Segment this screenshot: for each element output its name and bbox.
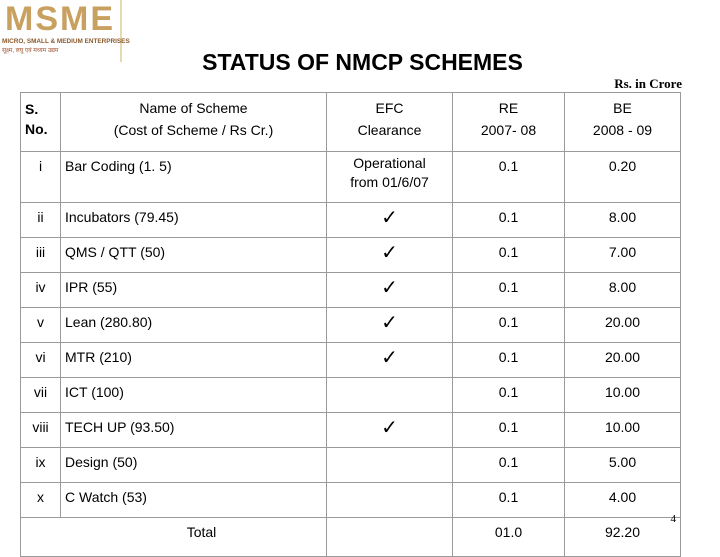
header-sno: S. No. <box>20 92 61 152</box>
check-icon: ✓ <box>326 307 453 343</box>
cell-sno: ii <box>20 202 61 238</box>
cell-sno: vi <box>20 342 61 378</box>
check-icon: ✓ <box>326 272 453 308</box>
header-efc-line2: Clearance <box>357 122 422 138</box>
cell-re: 0.1 <box>452 307 565 343</box>
cell-be: 10.00 <box>564 412 681 448</box>
check-icon: ✓ <box>326 202 453 238</box>
table-row: ix Design (50) 0.1 5.00 <box>20 447 681 483</box>
cell-be: 5.00 <box>564 447 681 483</box>
cell-name: Incubators (79.45) <box>60 202 327 238</box>
cell-re: 0.1 <box>452 377 565 413</box>
header-name: Name of Scheme (Cost of Scheme / Rs Cr.) <box>60 92 327 152</box>
table-row: i Bar Coding (1. 5) Operational from 01/… <box>20 151 681 203</box>
cell-name: ICT (100) <box>60 377 327 413</box>
header-name-line2: (Cost of Scheme / Rs Cr.) <box>113 122 274 138</box>
cell-be: 20.00 <box>564 307 681 343</box>
total-be: 92.20 <box>564 517 681 557</box>
cell-sno: i <box>20 151 61 203</box>
cell-efc-line1: Operational <box>353 155 426 171</box>
logo-subtitle: MICRO, SMALL & MEDIUM ENTERPRISES <box>2 38 130 45</box>
page-title: STATUS OF NMCP SCHEMES <box>202 49 523 75</box>
cell-be: 10.00 <box>564 377 681 413</box>
cell-re: 0.1 <box>452 412 565 448</box>
header-efc: EFC Clearance <box>326 92 453 152</box>
cell-name: MTR (210) <box>60 342 327 378</box>
table-row: v Lean (280.80) ✓ 0.1 20.00 <box>20 307 681 343</box>
cell-re: 0.1 <box>452 272 565 308</box>
cell-efc <box>326 482 453 518</box>
cell-re: 0.1 <box>452 482 565 518</box>
header-sno-line1: S. <box>25 101 39 117</box>
check-icon: ✓ <box>326 342 453 378</box>
cell-be: 8.00 <box>564 202 681 238</box>
cell-name: C Watch (53) <box>60 482 327 518</box>
cell-re: 0.1 <box>452 447 565 483</box>
header-name-line1: Name of Scheme <box>139 100 248 116</box>
cell-sno: iv <box>20 272 61 308</box>
cell-name: QMS / QTT (50) <box>60 237 327 273</box>
page-number: 4 <box>670 513 677 525</box>
check-icon: ✓ <box>326 237 453 273</box>
table-row: iv IPR (55) ✓ 0.1 8.00 <box>20 272 681 308</box>
cell-name: IPR (55) <box>60 272 327 308</box>
table-header-row: S. No. Name of Scheme (Cost of Scheme / … <box>20 92 681 152</box>
cell-sno: vii <box>20 377 61 413</box>
header-re-line2: 2007- 08 <box>480 122 537 138</box>
logo-wordmark: MSME <box>5 0 115 38</box>
cell-re: 0.1 <box>452 151 565 203</box>
cell-be: 0.20 <box>564 151 681 203</box>
table-row: x C Watch (53) 0.1 4.00 <box>20 482 681 518</box>
cell-sno: x <box>20 482 61 518</box>
header-sno-line2: No. <box>25 121 48 137</box>
cell-name: TECH UP (93.50) <box>60 412 327 448</box>
cell-re: 0.1 <box>452 237 565 273</box>
cell-be: 4.00 <box>564 482 681 518</box>
check-icon: ✓ <box>326 412 453 448</box>
cell-efc-line2: from 01/6/07 <box>350 174 429 190</box>
logo-tagline: सूक्ष्म, लघु एवं मध्यम उद्यम <box>2 48 59 54</box>
table-row: ii Incubators (79.45) ✓ 0.1 8.00 <box>20 202 681 238</box>
total-row: Total 01.0 92.20 <box>20 517 681 557</box>
units-label: Rs. in Crore <box>614 76 682 91</box>
cell-sno: iii <box>20 237 61 273</box>
cell-efc <box>326 447 453 483</box>
header-be-line2: 2008 - 09 <box>592 122 653 138</box>
msme-logo: MSME MICRO, SMALL & MEDIUM ENTERPRISES स… <box>0 0 130 62</box>
header-efc-line1: EFC <box>375 100 404 116</box>
cell-be: 20.00 <box>564 342 681 378</box>
cell-sno: viii <box>20 412 61 448</box>
cell-name: Design (50) <box>60 447 327 483</box>
cell-sno: v <box>20 307 61 343</box>
cell-be: 8.00 <box>564 272 681 308</box>
total-label: Total <box>20 517 327 557</box>
total-efc <box>326 517 453 557</box>
total-re: 01.0 <box>452 517 565 557</box>
table-row: viii TECH UP (93.50) ✓ 0.1 10.00 <box>20 412 681 448</box>
table-row: vii ICT (100) 0.1 10.00 <box>20 377 681 413</box>
header-be-line1: BE <box>613 100 632 116</box>
header-be: BE 2008 - 09 <box>564 92 681 152</box>
cell-sno: ix <box>20 447 61 483</box>
table-row: iii QMS / QTT (50) ✓ 0.1 7.00 <box>20 237 681 273</box>
cell-name: Bar Coding (1. 5) <box>60 151 327 203</box>
cell-efc <box>326 377 453 413</box>
schemes-table: S. No. Name of Scheme (Cost of Scheme / … <box>20 92 681 557</box>
cell-be: 7.00 <box>564 237 681 273</box>
header-re-line1: RE <box>498 100 519 116</box>
header-re: RE 2007- 08 <box>452 92 565 152</box>
table-row: vi MTR (210) ✓ 0.1 20.00 <box>20 342 681 378</box>
cell-efc: Operational from 01/6/07 <box>326 151 453 203</box>
cell-name: Lean (280.80) <box>60 307 327 343</box>
cell-re: 0.1 <box>452 202 565 238</box>
cell-re: 0.1 <box>452 342 565 378</box>
